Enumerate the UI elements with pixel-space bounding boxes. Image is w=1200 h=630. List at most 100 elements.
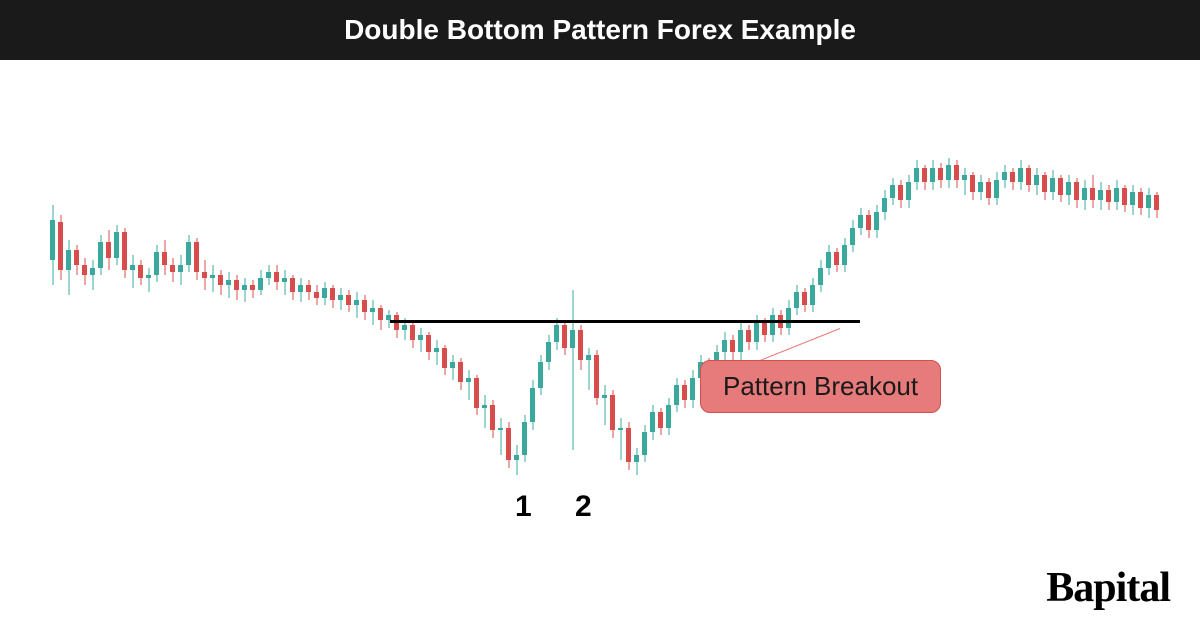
candle bbox=[306, 60, 311, 560]
candle bbox=[850, 60, 855, 560]
candle bbox=[370, 60, 375, 560]
candle bbox=[522, 60, 527, 560]
candle bbox=[250, 60, 255, 560]
candle bbox=[514, 60, 519, 560]
candle bbox=[986, 60, 991, 560]
candle bbox=[434, 60, 439, 560]
candle bbox=[98, 60, 103, 560]
candle bbox=[922, 60, 927, 560]
candle bbox=[1098, 60, 1103, 560]
candle bbox=[1106, 60, 1111, 560]
brand-logo: Bapital bbox=[1046, 564, 1170, 612]
candle bbox=[586, 60, 591, 560]
candle bbox=[202, 60, 207, 560]
candle bbox=[490, 60, 495, 560]
candle bbox=[530, 60, 535, 560]
candle bbox=[266, 60, 271, 560]
candle bbox=[930, 60, 935, 560]
candle bbox=[82, 60, 87, 560]
candle bbox=[186, 60, 191, 560]
candle bbox=[962, 60, 967, 560]
candle bbox=[242, 60, 247, 560]
candle bbox=[778, 60, 783, 560]
candle bbox=[1090, 60, 1095, 560]
candle bbox=[1042, 60, 1047, 560]
candle bbox=[66, 60, 71, 560]
pattern-breakout-callout: Pattern Breakout bbox=[700, 360, 941, 413]
candle bbox=[890, 60, 895, 560]
candle bbox=[906, 60, 911, 560]
candle bbox=[810, 60, 815, 560]
candle bbox=[722, 60, 727, 560]
neckline bbox=[390, 320, 860, 323]
candle bbox=[418, 60, 423, 560]
candle bbox=[58, 60, 63, 560]
candle bbox=[818, 60, 823, 560]
candle bbox=[90, 60, 95, 560]
candle bbox=[690, 60, 695, 560]
candle bbox=[162, 60, 167, 560]
candle bbox=[298, 60, 303, 560]
candle bbox=[1010, 60, 1015, 560]
candle bbox=[210, 60, 215, 560]
candle bbox=[978, 60, 983, 560]
candle bbox=[386, 60, 391, 560]
candle bbox=[1082, 60, 1087, 560]
candle bbox=[226, 60, 231, 560]
candle bbox=[786, 60, 791, 560]
candle bbox=[754, 60, 759, 560]
candle bbox=[770, 60, 775, 560]
candle bbox=[1018, 60, 1023, 560]
candle bbox=[650, 60, 655, 560]
candle bbox=[730, 60, 735, 560]
candle bbox=[402, 60, 407, 560]
candle bbox=[354, 60, 359, 560]
candle bbox=[546, 60, 551, 560]
candle bbox=[506, 60, 511, 560]
candle bbox=[330, 60, 335, 560]
candle bbox=[802, 60, 807, 560]
candle bbox=[50, 60, 55, 560]
candle bbox=[618, 60, 623, 560]
candle bbox=[170, 60, 175, 560]
candle bbox=[698, 60, 703, 560]
candle bbox=[130, 60, 135, 560]
candle bbox=[410, 60, 415, 560]
candle bbox=[394, 60, 399, 560]
candle bbox=[146, 60, 151, 560]
candle bbox=[954, 60, 959, 560]
candle bbox=[282, 60, 287, 560]
candle bbox=[834, 60, 839, 560]
candle bbox=[274, 60, 279, 560]
candle bbox=[1122, 60, 1127, 560]
candle bbox=[1154, 60, 1159, 560]
candle bbox=[938, 60, 943, 560]
candle bbox=[1074, 60, 1079, 560]
candle bbox=[714, 60, 719, 560]
candle bbox=[826, 60, 831, 560]
candle bbox=[138, 60, 143, 560]
candle bbox=[674, 60, 679, 560]
candle bbox=[610, 60, 615, 560]
candle bbox=[594, 60, 599, 560]
candle bbox=[178, 60, 183, 560]
candle bbox=[1058, 60, 1063, 560]
candle bbox=[194, 60, 199, 560]
candle bbox=[1130, 60, 1135, 560]
candle bbox=[1034, 60, 1039, 560]
candle bbox=[1050, 60, 1055, 560]
candle bbox=[642, 60, 647, 560]
candle bbox=[114, 60, 119, 560]
candle bbox=[234, 60, 239, 560]
candle bbox=[458, 60, 463, 560]
candle bbox=[602, 60, 607, 560]
candle bbox=[74, 60, 79, 560]
candle bbox=[1146, 60, 1151, 560]
candle bbox=[538, 60, 543, 560]
candle bbox=[762, 60, 767, 560]
candle bbox=[322, 60, 327, 560]
candle bbox=[994, 60, 999, 560]
candle bbox=[1002, 60, 1007, 560]
bottom-label-1: 1 bbox=[515, 490, 532, 524]
candle bbox=[378, 60, 383, 560]
